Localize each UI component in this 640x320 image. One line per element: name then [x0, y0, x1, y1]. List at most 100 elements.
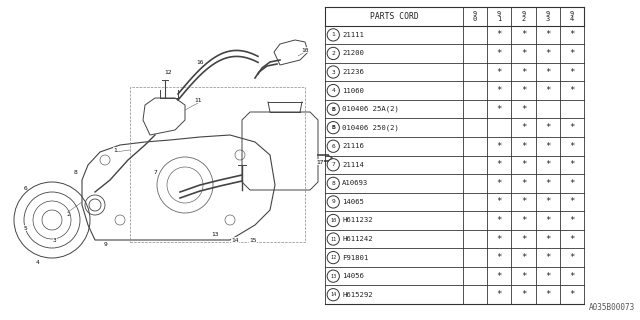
Text: 7: 7: [332, 162, 335, 167]
Text: *: *: [521, 49, 526, 58]
Text: 9: 9: [103, 243, 107, 247]
Text: *: *: [545, 235, 550, 244]
Text: *: *: [545, 179, 550, 188]
Text: 6: 6: [332, 144, 335, 149]
Text: 0: 0: [473, 16, 477, 22]
Text: *: *: [570, 142, 575, 151]
Text: *: *: [521, 86, 526, 95]
Text: *: *: [497, 216, 502, 225]
Text: *: *: [521, 142, 526, 151]
Text: *: *: [545, 49, 550, 58]
Text: 10: 10: [301, 47, 308, 52]
Text: *: *: [570, 235, 575, 244]
Text: 14: 14: [330, 292, 337, 297]
Text: 21114: 21114: [342, 162, 364, 168]
Text: B: B: [332, 125, 335, 130]
Text: 17: 17: [316, 159, 324, 164]
Text: *: *: [497, 253, 502, 262]
Text: 21111: 21111: [342, 32, 364, 38]
Text: *: *: [521, 160, 526, 169]
Text: *: *: [497, 179, 502, 188]
Text: 8: 8: [332, 181, 335, 186]
Text: H611242: H611242: [342, 236, 373, 242]
Text: 21236: 21236: [342, 69, 364, 75]
Text: 14: 14: [231, 237, 239, 243]
Text: 11: 11: [330, 236, 337, 242]
Text: *: *: [497, 235, 502, 244]
Text: 11060: 11060: [342, 88, 364, 93]
Text: *: *: [545, 290, 550, 299]
Text: 010406 250(2): 010406 250(2): [342, 124, 399, 131]
Text: 3: 3: [332, 69, 335, 75]
Text: H611232: H611232: [342, 218, 373, 223]
Text: 8: 8: [73, 171, 77, 175]
Text: PARTS CORD: PARTS CORD: [369, 12, 419, 21]
Text: *: *: [521, 179, 526, 188]
Text: 21200: 21200: [342, 51, 364, 56]
Text: 13: 13: [330, 274, 337, 279]
Text: 4: 4: [36, 260, 40, 266]
Text: 1: 1: [497, 16, 501, 22]
Text: *: *: [570, 253, 575, 262]
Text: *: *: [545, 216, 550, 225]
Bar: [130, 87, 305, 242]
Text: *: *: [545, 197, 550, 206]
Text: 2: 2: [66, 212, 70, 218]
Text: F91801: F91801: [342, 255, 369, 260]
Text: *: *: [521, 30, 526, 39]
Text: 21116: 21116: [342, 143, 364, 149]
Text: 11: 11: [195, 98, 202, 102]
Text: *: *: [497, 160, 502, 169]
Text: 9: 9: [546, 11, 550, 17]
Text: 3: 3: [546, 16, 550, 22]
Text: *: *: [497, 49, 502, 58]
Text: 16: 16: [196, 60, 204, 65]
Text: *: *: [521, 235, 526, 244]
Text: 15: 15: [249, 237, 257, 243]
Text: *: *: [545, 30, 550, 39]
Text: *: *: [545, 123, 550, 132]
Text: *: *: [570, 160, 575, 169]
Text: 3: 3: [53, 237, 57, 243]
Text: *: *: [497, 197, 502, 206]
Text: *: *: [521, 272, 526, 281]
Text: 4: 4: [570, 16, 574, 22]
Text: *: *: [497, 105, 502, 114]
Text: 7: 7: [153, 170, 157, 174]
Text: *: *: [570, 272, 575, 281]
Text: *: *: [545, 253, 550, 262]
Text: *: *: [570, 68, 575, 76]
Text: *: *: [497, 68, 502, 76]
Text: *: *: [521, 197, 526, 206]
Text: *: *: [497, 142, 502, 151]
Text: 9: 9: [332, 199, 335, 204]
Text: A10693: A10693: [342, 180, 369, 186]
Text: 6: 6: [23, 186, 27, 190]
Text: 10: 10: [330, 218, 337, 223]
Text: 9: 9: [570, 11, 574, 17]
Text: B: B: [332, 107, 335, 112]
Text: *: *: [497, 30, 502, 39]
Text: *: *: [521, 123, 526, 132]
Text: 14065: 14065: [342, 199, 364, 205]
Text: *: *: [545, 68, 550, 76]
Text: 9: 9: [473, 11, 477, 17]
Text: *: *: [521, 290, 526, 299]
Text: 010406 25A(2): 010406 25A(2): [342, 106, 399, 112]
Text: 14056: 14056: [342, 273, 364, 279]
Text: 12: 12: [164, 69, 172, 75]
Text: 1: 1: [113, 148, 117, 153]
Text: 9: 9: [522, 11, 525, 17]
Text: *: *: [570, 30, 575, 39]
Text: A035B00073: A035B00073: [589, 303, 635, 312]
Text: *: *: [545, 86, 550, 95]
Text: *: *: [497, 272, 502, 281]
Text: 9: 9: [497, 11, 501, 17]
Text: *: *: [521, 68, 526, 76]
Text: 4: 4: [332, 88, 335, 93]
Text: 2: 2: [522, 16, 525, 22]
Text: 1: 1: [332, 32, 335, 37]
Text: 13: 13: [211, 233, 219, 237]
Text: *: *: [570, 179, 575, 188]
Text: *: *: [570, 290, 575, 299]
